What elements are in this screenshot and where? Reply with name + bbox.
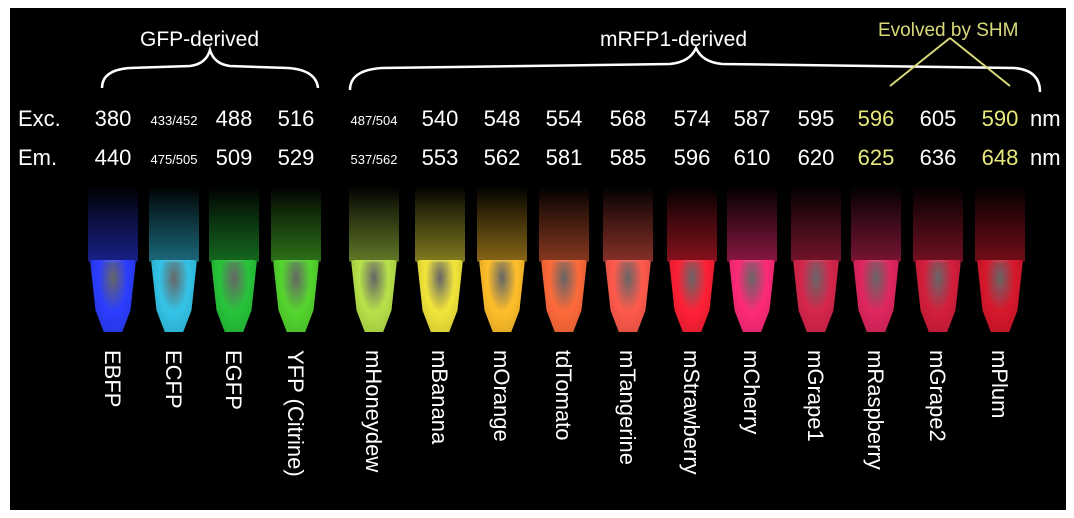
tube-fluorescent-solution — [853, 260, 899, 332]
excitation-value-mraspberry: 596 — [857, 106, 895, 131]
tube-cap — [913, 186, 963, 262]
tube-ecfp — [149, 186, 199, 336]
protein-name-yfp-citrine: YFP (Citrine) — [283, 350, 308, 477]
tube-mgrape2 — [913, 186, 963, 336]
excitation-value-yfp-citrine: 516 — [277, 106, 315, 131]
emission-unit: nm — [1030, 145, 1061, 170]
tube-cap — [271, 186, 321, 262]
excitation-value-mgrape2: 605 — [919, 106, 957, 131]
image-panel: GFP-derived mRFP1-derived Evolved by SHM… — [10, 8, 1066, 510]
emission-value-ebfp: 440 — [94, 145, 132, 170]
tube-mcherry — [727, 186, 777, 336]
emission-value-mstrawberry: 596 — [673, 145, 711, 170]
tube-cap — [975, 186, 1025, 262]
emission-row-label: Em. — [18, 145, 58, 170]
tube-fluorescent-solution — [729, 260, 775, 332]
tube-cap — [477, 186, 527, 262]
emission-value-mcherry: 610 — [733, 145, 771, 170]
excitation-value-mcherry: 587 — [733, 106, 771, 131]
tube-fluorescent-solution — [151, 260, 197, 332]
emission-value-yfp-citrine: 529 — [277, 145, 315, 170]
protein-name-mhoneydew: mHoneydew — [361, 350, 386, 473]
tube-yfp-citrine — [271, 186, 321, 336]
excitation-value-mbanana: 540 — [421, 106, 459, 131]
tube-fluorescent-solution — [211, 260, 257, 332]
gfp-derived-label: GFP-derived — [140, 28, 260, 51]
tube-cap — [851, 186, 901, 262]
tube-mgrape1 — [791, 186, 841, 336]
excitation-value-egfp: 488 — [215, 106, 253, 131]
tube-cap — [667, 186, 717, 262]
excitation-unit: nm — [1030, 106, 1061, 131]
protein-name-mraspberry: mRaspberry — [863, 350, 888, 470]
tube-mstrawberry — [667, 186, 717, 336]
protein-name-egfp: EGFP — [221, 350, 246, 410]
tube-ebfp — [88, 186, 138, 336]
tube-cap — [727, 186, 777, 262]
emission-value-mtangerine: 585 — [609, 145, 647, 170]
tube-mraspberry — [851, 186, 901, 336]
tube-fluorescent-solution — [977, 260, 1023, 332]
protein-name-mstrawberry: mStrawberry — [679, 350, 704, 475]
protein-name-mcherry: mCherry — [739, 350, 764, 435]
tube-mplum — [975, 186, 1025, 336]
excitation-value-mplum: 590 — [981, 106, 1019, 131]
group-braces — [100, 37, 1042, 93]
tube-cap — [791, 186, 841, 262]
emission-value-mbanana: 553 — [421, 145, 459, 170]
mrfp1-derived-label: mRFP1-derived — [600, 28, 748, 51]
tube-cap — [539, 186, 589, 262]
protein-name-morange: mOrange — [489, 350, 514, 442]
protein-name-ecfp: ECFP — [161, 350, 186, 409]
tube-mtangerine — [603, 186, 653, 336]
tube-cap — [603, 186, 653, 262]
emission-value-mraspberry: 625 — [857, 145, 895, 170]
evolved-by-shm-label: Evolved by SHM — [878, 20, 1019, 41]
protein-name-tdtomato: tdTomato — [551, 350, 576, 441]
tube-fluorescent-solution — [479, 260, 525, 332]
tube-fluorescent-solution — [669, 260, 715, 332]
excitation-value-mtangerine: 568 — [609, 106, 647, 131]
tube-fluorescent-solution — [351, 260, 397, 332]
excitation-value-ebfp: 380 — [94, 106, 132, 131]
emission-value-morange: 562 — [483, 145, 521, 170]
emission-value-egfp: 509 — [215, 145, 253, 170]
excitation-value-mgrape1: 595 — [797, 106, 835, 131]
tube-morange — [477, 186, 527, 336]
emission-value-mgrape2: 636 — [919, 145, 957, 170]
tube-cap — [88, 186, 138, 262]
tube-fluorescent-solution — [605, 260, 651, 332]
tube-mbanana — [415, 186, 465, 336]
emission-value-mhoneydew: 537/562 — [350, 152, 398, 167]
protein-name-mgrape1: mGrape1 — [803, 350, 828, 442]
tube-fluorescent-solution — [793, 260, 839, 332]
protein-name-mplum: mPlum — [987, 350, 1012, 419]
tube-tdtomato — [539, 186, 589, 336]
protein-name-mtangerine: mTangerine — [615, 350, 640, 465]
protein-name-mgrape2: mGrape2 — [925, 350, 950, 442]
emission-value-mplum: 648 — [981, 145, 1019, 170]
protein-name-mbanana: mBanana — [427, 350, 452, 445]
tube-cap — [415, 186, 465, 262]
tube-fluorescent-solution — [417, 260, 463, 332]
tube-mhoneydew — [349, 186, 399, 336]
emission-value-tdtomato: 581 — [545, 145, 583, 170]
tube-fluorescent-solution — [915, 260, 961, 332]
excitation-value-tdtomato: 554 — [545, 106, 583, 131]
tube-cap — [149, 186, 199, 262]
excitation-value-mhoneydew: 487/504 — [350, 113, 398, 128]
tube-egfp — [209, 186, 259, 336]
excitation-value-ecfp: 433/452 — [150, 113, 198, 128]
emission-value-mgrape1: 620 — [797, 145, 835, 170]
tube-cap — [349, 186, 399, 262]
tube-fluorescent-solution — [273, 260, 319, 332]
tube-fluorescent-solution — [90, 260, 136, 332]
protein-name-ebfp: EBFP — [100, 350, 125, 408]
excitation-value-morange: 548 — [483, 106, 521, 131]
tube-fluorescent-solution — [541, 260, 587, 332]
tube-cap — [209, 186, 259, 262]
excitation-value-mstrawberry: 574 — [673, 106, 711, 131]
excitation-row-label: Exc. — [18, 106, 61, 131]
emission-value-ecfp: 475/505 — [150, 152, 198, 167]
